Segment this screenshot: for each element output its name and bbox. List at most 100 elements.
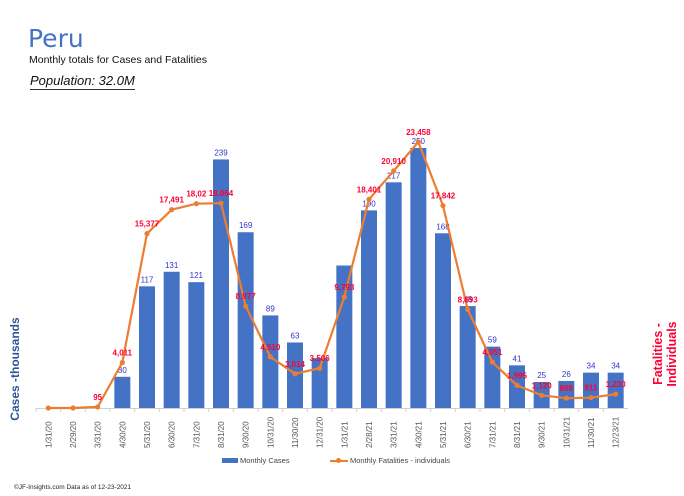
bar-cases xyxy=(459,306,476,408)
x-tick-label: 9/30/20 xyxy=(242,421,251,448)
legend-item-cases: Monthly Cases xyxy=(222,456,290,465)
point-fatalities xyxy=(243,303,249,309)
x-tick-label: 5/31/21 xyxy=(439,421,448,448)
point-fatalities xyxy=(514,382,520,388)
point-label-fatalities: 23,458 xyxy=(406,128,431,137)
bar-cases xyxy=(385,182,402,408)
point-label-fatalities: 18,02 xyxy=(186,190,207,199)
bar-label-cases: 25 xyxy=(537,371,546,380)
point-label-fatalities: 8,977 xyxy=(236,292,257,301)
point-label-fatalities: 17,491 xyxy=(159,196,184,205)
bar-cases xyxy=(311,358,328,408)
x-tick-label: 6/30/20 xyxy=(168,421,177,448)
point-fatalities xyxy=(193,201,199,207)
bar-label-cases: 63 xyxy=(291,331,300,340)
point-fatalities xyxy=(144,231,150,237)
x-tick-label: 8/31/21 xyxy=(513,421,522,448)
point-fatalities xyxy=(563,395,569,401)
x-tick-label: 7/31/20 xyxy=(192,421,201,448)
bar-cases xyxy=(484,346,501,408)
x-tick-label: 10/31/20 xyxy=(266,416,275,448)
x-tick-label: 3/31/20 xyxy=(94,421,103,448)
bar-cases xyxy=(262,315,279,408)
bar-label-cases: 117 xyxy=(141,275,154,284)
point-fatalities xyxy=(613,391,619,397)
point-label-fatalities: 17,842 xyxy=(431,192,456,201)
point-fatalities xyxy=(440,203,446,209)
bar-cases xyxy=(336,265,353,408)
point-fatalities xyxy=(218,200,224,206)
bar-cases xyxy=(237,232,254,408)
point-label-fatalities: 8,693 xyxy=(458,295,479,304)
point-fatalities xyxy=(588,395,594,401)
point-label-fatalities: 4,510 xyxy=(260,343,281,352)
bar-label-cases: 26 xyxy=(562,370,571,379)
bar-label-cases: 34 xyxy=(587,362,596,371)
point-label-fatalities: 3,506 xyxy=(310,354,331,363)
x-tick-label: 12/23/21 xyxy=(612,416,621,448)
x-tick-label: 2/29/20 xyxy=(69,421,78,448)
bar-cases xyxy=(188,282,205,408)
legend-label-fatalities: Monthly Fatalities - individuals xyxy=(350,456,451,465)
bar-cases xyxy=(114,376,131,408)
x-tick-label: 4/30/21 xyxy=(414,421,423,448)
bar-label-cases: 98 xyxy=(463,295,472,304)
bar-cases xyxy=(163,271,180,408)
point-fatalities xyxy=(169,207,175,213)
x-tick-label: 4/30/20 xyxy=(118,421,127,448)
x-tick-label: 9/30/21 xyxy=(538,421,547,448)
x-tick-label: 11/30/21 xyxy=(587,417,596,448)
bar-label-cases: 89 xyxy=(266,304,275,313)
chart-subtitle: Monthly totals for Cases and Fatalities xyxy=(29,54,207,66)
bar-label-cases: 59 xyxy=(488,336,497,345)
point-fatalities xyxy=(317,365,323,371)
point-label-fatalities: 1,995 xyxy=(507,371,528,380)
bar-cases xyxy=(139,286,155,408)
point-label-fatalities: 20,910 xyxy=(381,157,406,166)
bar-label-cases: 34 xyxy=(611,362,620,371)
bar-label-cases: 121 xyxy=(190,271,204,280)
point-label-fatalities: 9,793 xyxy=(334,283,355,292)
bar-cases xyxy=(583,372,599,408)
bar-cases xyxy=(410,148,427,408)
point-fatalities xyxy=(415,139,421,145)
x-tick-label: 10/31/21 xyxy=(562,416,571,448)
x-tick-label: 8/31/20 xyxy=(217,421,226,448)
legend-swatch-fatalities xyxy=(330,457,348,463)
point-fatalities xyxy=(95,404,101,410)
point-fatalities xyxy=(391,168,397,174)
point-label-fatalities: 1,230 xyxy=(606,380,627,389)
point-fatalities xyxy=(70,405,76,411)
point-fatalities xyxy=(45,405,51,411)
bar-label-cases: 41 xyxy=(513,354,522,363)
point-label-fatalities: 95 xyxy=(93,393,102,402)
legend-label-cases: Monthly Cases xyxy=(240,456,290,465)
chart-title: Peru xyxy=(28,24,84,53)
point-label-fatalities: 868 xyxy=(560,384,574,393)
bar-cases xyxy=(607,372,624,408)
point-fatalities xyxy=(341,294,347,300)
x-tick-label: 2/28/21 xyxy=(365,421,374,448)
x-tick-label: 7/31/21 xyxy=(488,421,497,448)
x-tick-label: 5/31/20 xyxy=(143,421,152,448)
point-fatalities xyxy=(539,392,545,398)
line-fatalities xyxy=(48,140,616,410)
point-label-fatalities: 18,064 xyxy=(209,189,234,198)
bar-label-cases: 131 xyxy=(165,261,179,270)
x-tick-label: 11/30/20 xyxy=(291,417,300,448)
footer-credit: ©JF-Insights.com Data as of 12-23-2021 xyxy=(14,484,132,491)
bar-label-cases: 239 xyxy=(214,148,228,157)
point-fatalities xyxy=(366,196,372,202)
point-label-fatalities: 1,120 xyxy=(532,381,553,390)
point-fatalities xyxy=(267,354,273,360)
point-fatalities xyxy=(119,359,125,366)
bar-cases xyxy=(558,380,575,408)
point-fatalities xyxy=(489,359,495,365)
point-label-fatalities: 911 xyxy=(585,384,598,393)
bar-label-cases: 30 xyxy=(118,366,127,375)
bar-label-cases: 190 xyxy=(362,199,376,208)
bar-cases xyxy=(361,210,377,408)
legend-swatch-cases xyxy=(222,458,238,463)
x-tick-label: 6/30/21 xyxy=(464,421,473,448)
x-tick-label: 1/31/20 xyxy=(44,421,53,448)
